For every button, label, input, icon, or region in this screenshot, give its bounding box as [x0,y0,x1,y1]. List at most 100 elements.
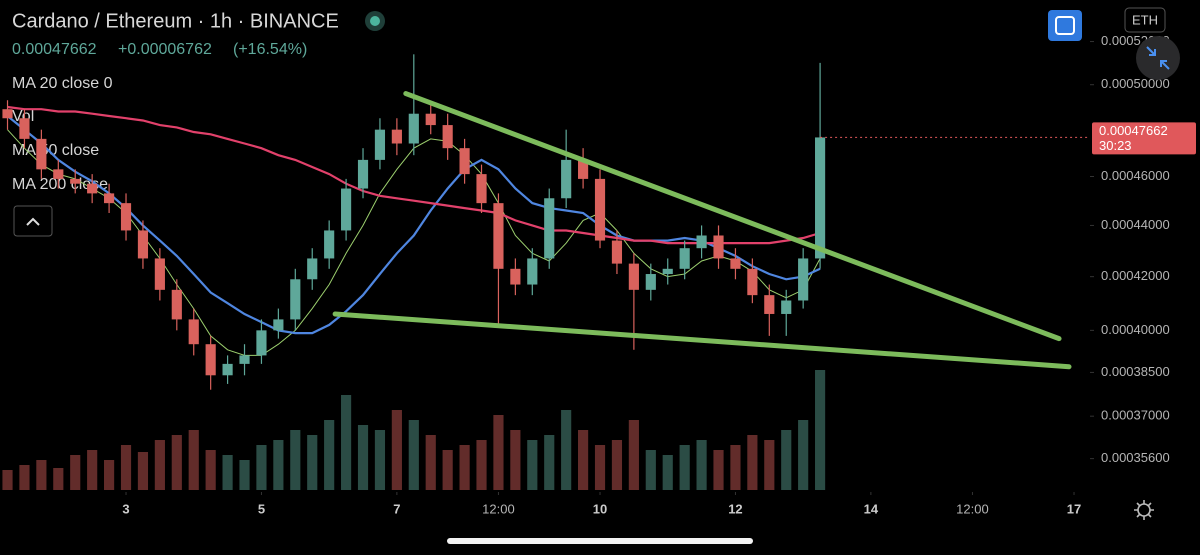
last-price-box [1092,122,1196,155]
volume-bar [493,415,504,490]
collapse-view-bg[interactable] [1136,36,1180,80]
legend-ma50[interactable]: MA 50 close [12,142,99,159]
volume-bar [290,430,301,490]
candle-body [53,169,64,179]
symbol-title: Cardano / Ethereum · 1h · BINANCE [12,10,339,32]
volume-bar [544,435,555,490]
collapse-view-button[interactable] [1136,36,1180,80]
candle-body [527,258,538,285]
settings-button[interactable] [1134,500,1154,520]
fullscreen-button-bg[interactable] [1048,10,1082,41]
volume-bar [713,450,724,490]
x-tick-label: 12:00 [956,501,989,516]
candle-body [70,178,81,184]
candle-body [171,289,182,320]
volume-bar [222,455,233,490]
x-tick-label: 7 [393,501,400,516]
candle-body [493,203,504,269]
volume-bar [578,430,589,490]
collapse-icon[interactable] [26,217,40,226]
volume-bar [798,420,809,490]
candle-body [764,295,775,314]
volume-bar [120,445,132,490]
volume-bar [19,465,30,490]
candle-body [730,258,741,269]
y-tick-label: 0.00050000 [1101,76,1170,91]
candle-body [408,113,419,144]
candle-body [256,330,267,356]
fullscreen-button[interactable] [1048,10,1082,41]
candle-body [188,319,199,345]
candle-body [104,193,115,204]
volume-bar [273,440,284,490]
candle-body [222,363,233,376]
last-price-label: 0.00047662 [1099,123,1168,138]
candle-body [594,178,606,241]
volume-bar [459,445,470,490]
candle-body [357,159,369,189]
volume-bar [324,420,335,490]
candle-body [578,159,589,179]
price-change-pct: (+16.54%) [233,41,307,58]
currency-button-frame[interactable] [1124,7,1166,33]
candle-body [662,268,673,275]
candle-body [137,230,149,259]
candle-body [374,129,386,160]
candle-body [239,355,250,364]
candle-body [747,268,758,296]
volume-bar [188,430,199,490]
candle-body [476,174,487,204]
status-dot [370,16,380,26]
volume-bar [662,455,673,490]
last-price: 0.00047662 [12,41,97,58]
volume-bar [679,445,690,490]
candle-body [679,248,690,269]
trend-line [332,311,1072,370]
collapse-button[interactable] [13,205,53,237]
volume-bar [628,420,639,490]
volume-bar [256,445,267,490]
settings-icon-teeth[interactable] [1134,500,1154,520]
fullscreen-icon[interactable] [1055,16,1075,35]
trend-line [403,91,1062,342]
candle-body [510,268,521,285]
volume-bar [104,460,115,490]
volume-bar [476,440,487,490]
volume-bar [357,425,369,490]
candle-body [19,118,30,139]
x-tick-label: 3 [122,501,129,516]
collapse-view-icon[interactable] [1146,46,1170,70]
x-tick-label: 17 [1067,501,1081,516]
volume-bar [154,440,165,490]
candle-body [645,274,656,290]
currency-label[interactable]: ETH [1132,12,1158,27]
candle-body [611,240,623,264]
y-tick-label: 0.00037000 [1101,408,1170,423]
candle-body [205,344,216,376]
volume-bar [391,410,402,490]
legend-ma200[interactable]: MA 200 close [12,176,108,193]
collapse-button-frame[interactable] [13,205,53,237]
y-tick-label: 0.00044000 [1101,217,1170,232]
volume-bar [239,460,250,490]
candle-body [391,129,402,144]
volume-bar [53,468,64,490]
volume-bar [341,395,352,490]
y-tick-label: 0.00040000 [1101,322,1170,337]
y-tick-label: 0.00042000 [1101,268,1170,283]
volume-bar [764,440,775,490]
legend-ma20[interactable]: MA 20 close 0 [12,75,113,92]
currency-button[interactable]: ETH [1124,7,1166,33]
volume-bar [171,435,182,490]
candle-body [561,159,572,199]
candle-body [154,258,165,290]
candle-body [781,300,792,314]
plot-area: 0.000520000.000500000.000460000.00044000… [2,33,1196,516]
volume-bar [611,440,623,490]
volume-bar [307,435,318,490]
volume-bar [442,450,453,490]
candle-body [544,198,555,259]
y-tick-label: 0.00046000 [1101,168,1170,183]
